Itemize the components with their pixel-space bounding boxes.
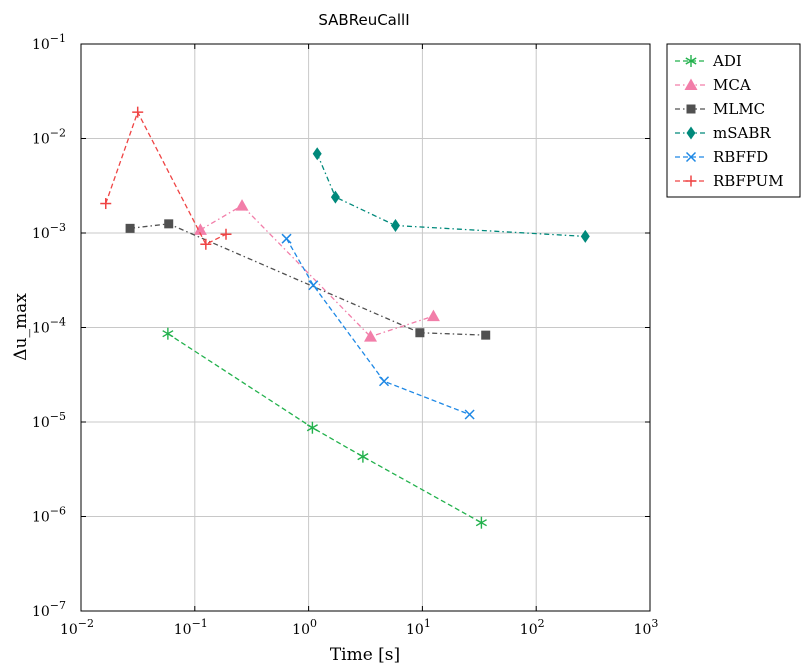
data-point [390,219,400,233]
data-point [162,327,174,340]
data-point [481,330,491,340]
data-point [357,450,369,463]
data-point [132,106,144,118]
x-tick-label: 101 [406,617,431,638]
x-tick-label: 10−2 [60,617,94,638]
legend-item-rbfpum: RBFPUM [675,172,784,190]
data-point [464,409,475,420]
series-line [285,238,470,416]
series-msabr [312,147,590,243]
data-point [281,233,292,244]
legend-item-rbffd: RBFFD [675,148,768,166]
data-point [308,280,319,291]
data-point [330,190,340,204]
series-line [130,223,486,336]
y-tick-label: 10−7 [32,599,66,620]
series-line [316,153,586,238]
y-tick-label: 10−1 [32,32,66,53]
legend-marker [686,104,696,114]
y-tick-label: 10−5 [32,410,66,431]
legend-label: RBFFD [713,148,768,166]
legend-marker [684,78,698,90]
data-point [415,328,425,338]
legend: ADI MCA MLMC mSABR RBFFD RBFPUM [666,43,801,198]
legend-marker [685,151,697,163]
legend-item-mca: MCA [675,76,751,94]
data-point [193,223,207,235]
data-point [100,198,112,210]
series-layer [100,106,590,529]
series-rbffd [281,233,475,420]
x-tick-label: 102 [520,617,545,638]
data-point [580,229,590,243]
legend-item-msabr: mSABR [675,124,771,142]
series-adi [162,327,487,529]
data-point [364,330,378,342]
legend-marker [686,126,696,140]
series-mlmc [125,219,491,340]
legend-label: mSABR [713,124,771,142]
data-point [475,516,487,529]
legend-marker [685,175,697,187]
ticks [80,43,651,612]
data-point [220,228,232,240]
y-tick-label: 10−4 [32,316,66,337]
legend-box [666,43,801,198]
series-line [200,204,434,338]
series-line [105,110,227,246]
data-point [235,199,249,211]
legend-marker [685,55,697,67]
y-tick-label: 10−6 [32,505,66,526]
data-point [306,421,318,434]
legend-label: MCA [713,76,751,94]
x-tick-label: 100 [292,617,317,638]
series-line [167,333,482,524]
legend-label: RBFPUM [713,172,784,190]
y-tick-label: 10−3 [32,221,66,242]
y-tick-label: 10−2 [32,127,66,148]
data-point [164,219,174,229]
series-rbfpum [100,106,232,250]
x-tick-label: 10−1 [174,617,208,638]
y-axis-label: Δu_max [11,293,31,361]
legend-item-mlmc: MLMC [675,100,765,118]
legend-label: MLMC [713,100,765,118]
legend-label: ADI [712,52,742,70]
legend-item-adi: ADI [675,52,742,70]
data-point [125,223,135,233]
series-mca [193,199,440,342]
data-point [312,147,322,161]
tick-labels: 10−2 10−1 100 101 102 103 10−7 10−6 10−5 10−4 10−3… [32,32,658,638]
x-tick-label: 103 [634,617,659,638]
data-point [426,309,440,322]
grid [81,44,650,611]
data-point [378,376,390,387]
data-point [200,238,212,250]
chart-title: SABReuCallI [318,11,409,29]
x-axis-label: Time [s] [330,645,400,665]
